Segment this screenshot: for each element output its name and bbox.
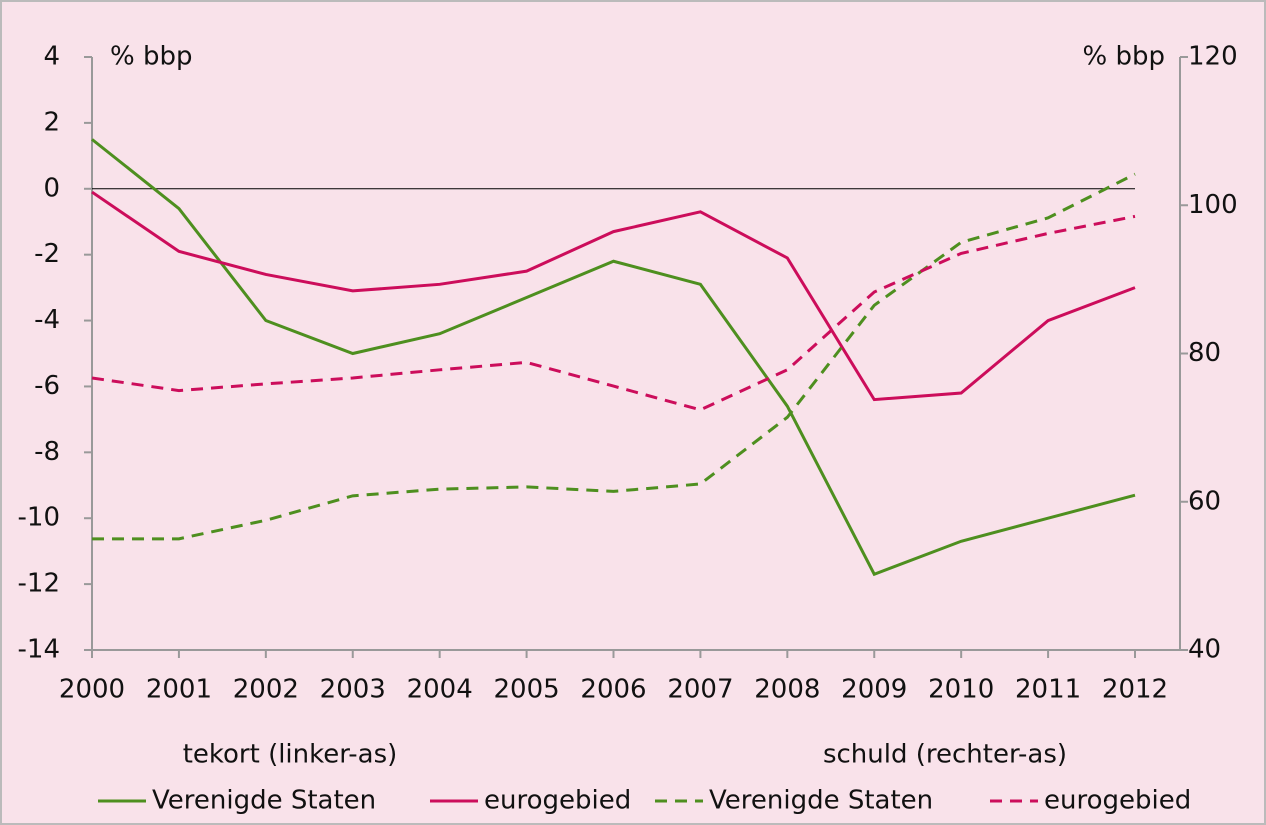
y-tick-label: -2 [34,239,60,269]
x-tick-label: 2000 [59,675,125,705]
series-line [91,190,1136,402]
x-tick-label: 2002 [233,675,299,705]
y-axis-label: % bbp [110,42,192,72]
annotation: tekort (linker-as) [183,740,398,770]
series-line [91,138,1136,577]
y-tick-label: 4 [43,42,60,72]
legend-label: eurogebied [1044,786,1191,816]
series-line [92,172,1136,541]
x-tick-label: 2003 [320,675,386,705]
y2-tick-label: 80 [1188,338,1221,368]
y-tick-label: -12 [18,569,60,599]
y2-tick-label: 120 [1188,42,1238,72]
y2-tick-label: 40 [1188,635,1221,665]
x-tick-label: 2004 [407,675,473,705]
x-tick-label: 2008 [754,675,820,705]
x-tick-label: 2009 [841,675,907,705]
legend-label: Verenigde Staten [152,786,376,816]
x-tick-label: 2001 [146,675,212,705]
y2-axis-label: % bbp [1083,42,1165,72]
y-tick-label: -8 [34,437,60,467]
x-tick-label: 2011 [1015,675,1081,705]
legend-label: eurogebied [484,786,631,816]
series-line [91,214,1136,412]
y2-tick-label: 60 [1188,486,1221,516]
y-tick-label: -4 [34,305,60,335]
x-tick-label: 2005 [493,675,559,705]
y-tick-label: -6 [34,371,60,401]
annotation: schuld (rechter-as) [823,740,1067,770]
y-tick-label: 2 [43,107,60,137]
y-tick-label: 0 [43,173,60,203]
x-tick-label: 2012 [1102,675,1168,705]
x-tick-label: 2010 [928,675,994,705]
y-tick-label: -10 [18,503,60,533]
y-tick-label: -14 [18,635,60,665]
x-tick-label: 2006 [580,675,646,705]
legend-label: Verenigde Staten [709,786,933,816]
y2-tick-label: 100 [1188,190,1238,220]
x-tick-label: 2007 [667,675,733,705]
